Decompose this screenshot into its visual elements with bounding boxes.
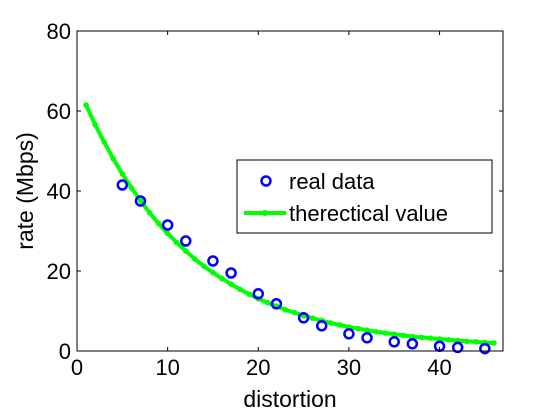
y-axis-label: rate (Mbps) — [12, 132, 38, 250]
theoretical-value-point — [355, 325, 361, 332]
theoretical-value-point — [210, 269, 216, 276]
theoretical-value-point — [201, 263, 207, 270]
theoretical-value-point — [92, 121, 98, 128]
theoretical-value-point — [246, 291, 253, 298]
y-tick-label: 80 — [47, 19, 71, 44]
legend: real data therectical value — [236, 159, 493, 234]
real-data-point — [225, 267, 237, 279]
theoretical-value-point — [110, 155, 117, 162]
real-data-point — [116, 179, 129, 191]
theoretical-value-point — [137, 197, 144, 204]
theoretical-value-point — [101, 139, 107, 145]
theoretical-value-point — [473, 339, 479, 345]
theoretical-value-point — [291, 309, 298, 316]
theoretical-value-point — [418, 334, 425, 341]
theoretical-value-point — [463, 338, 470, 345]
x-axis-label: distortion — [243, 386, 336, 412]
ticks-layer — [76, 30, 503, 352]
legend-real-data-label: real data — [289, 169, 375, 194]
theoretical-value-point — [155, 220, 162, 227]
y-tick-label: 40 — [47, 179, 71, 204]
theoretical-value-point — [119, 171, 126, 177]
theoretical-value-point — [83, 102, 89, 108]
theoretical-value-point — [182, 248, 189, 254]
theoretical-value-point — [173, 239, 180, 246]
theoretical-value-point — [427, 335, 434, 342]
real-data-point — [161, 219, 174, 231]
theoretical-value-line — [84, 104, 494, 345]
legend-real-data-marker — [260, 175, 272, 187]
theoretical-value-point — [228, 281, 234, 288]
theoretical-value-point — [445, 337, 452, 343]
theoretical-value-point — [219, 275, 225, 282]
y-tick-label: 0 — [59, 339, 71, 364]
theoretical-value-point — [309, 315, 316, 322]
theoretical-value-point — [237, 286, 243, 293]
x-tick-label: 0 — [71, 355, 83, 380]
theoretical-value-point — [146, 209, 153, 216]
real-data-point — [388, 336, 400, 348]
real-data-point — [180, 235, 192, 247]
real-data-point — [252, 288, 265, 300]
legend-theoretical-marker — [262, 210, 268, 216]
theoretical-value-point — [264, 299, 271, 306]
real-data-point — [315, 320, 328, 332]
theoretical-value-point — [491, 340, 497, 346]
real-data-point — [451, 341, 464, 354]
theoretical-value-point — [400, 332, 407, 339]
theoretical-value-point — [337, 322, 343, 328]
x-tick-label: 30 — [337, 355, 361, 380]
real-data-point — [406, 338, 419, 350]
theoretical-value-point — [327, 320, 334, 326]
legend-theoretical-label: therectical value — [289, 201, 448, 226]
real-data-point — [270, 298, 283, 310]
real-data-point — [297, 312, 310, 324]
theoretical-value-point — [409, 333, 416, 340]
real-data-point — [134, 195, 147, 207]
real-data-point — [343, 328, 355, 340]
series-layer — [83, 102, 497, 355]
theoretical-value-point — [164, 230, 171, 237]
theoretical-value-point — [373, 329, 379, 335]
theoretical-value-point — [364, 327, 370, 334]
theoretical-value-point — [382, 330, 388, 336]
theoretical-value-point — [192, 256, 198, 262]
x-tick-label: 10 — [155, 355, 179, 380]
real-data-point — [361, 332, 373, 344]
y-tick-label: 20 — [47, 259, 71, 284]
real-data-point — [207, 255, 219, 267]
y-tick-label: 60 — [47, 99, 71, 124]
theoretical-value-point — [436, 336, 443, 342]
theoretical-value-point — [282, 307, 289, 313]
theoretical-value-point — [391, 331, 398, 338]
legend-box — [236, 159, 493, 234]
theoretical-value-point — [128, 185, 135, 191]
tick-labels-layer: 0 10 20 30 40 0 20 40 60 80 — [47, 19, 452, 380]
real-data-point — [479, 342, 491, 355]
x-tick-label: 20 — [246, 355, 270, 380]
x-tick-label: 40 — [427, 355, 451, 380]
